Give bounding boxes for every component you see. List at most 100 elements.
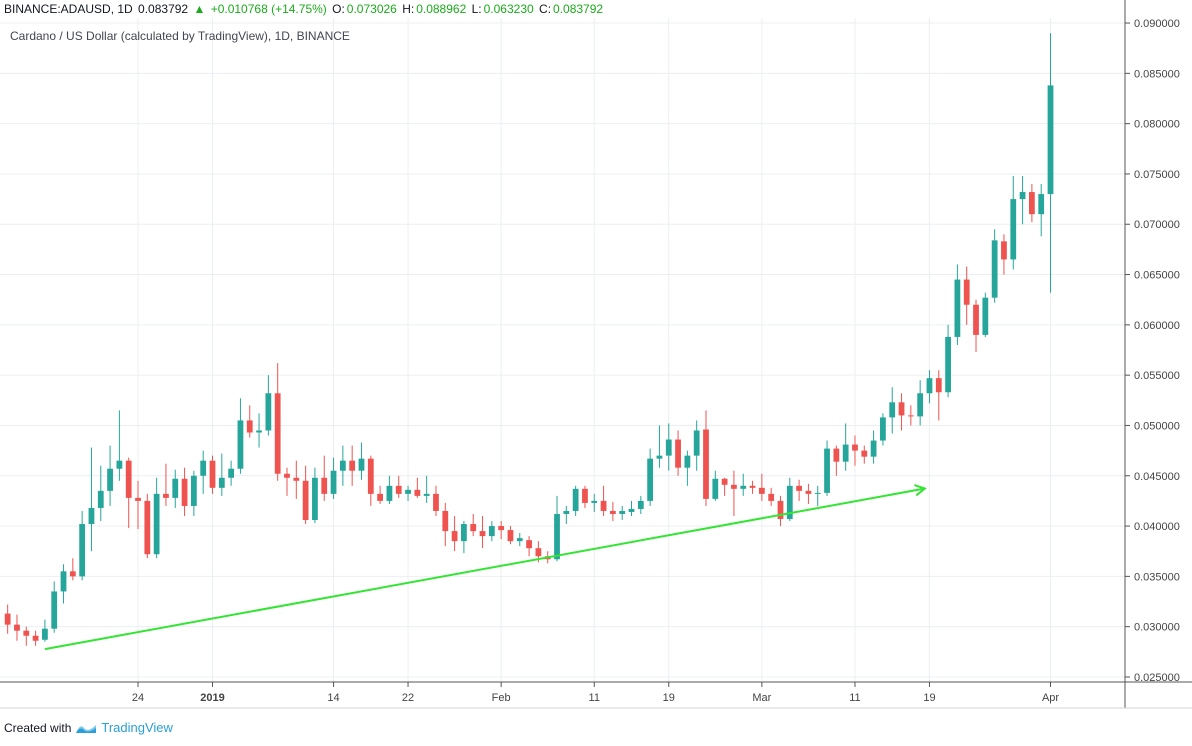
candle-body (256, 430, 262, 433)
candle-body (284, 473, 290, 478)
x-tick-label: Feb (492, 692, 511, 704)
tradingview-logo-icon[interactable] (75, 721, 97, 735)
candle-body (433, 493, 439, 511)
candle-body (898, 402, 905, 416)
candle-body (805, 490, 812, 494)
candle-body (1010, 199, 1017, 260)
candle-body (814, 492, 821, 494)
candle-body (488, 526, 495, 537)
candle-body (740, 485, 747, 489)
y-tick-label: 0.050000 (1134, 420, 1180, 432)
candle-body (218, 477, 225, 488)
close-value: 0.083792 (553, 2, 604, 16)
candle-body (907, 415, 914, 417)
candle-body (880, 417, 886, 441)
candle-body (703, 429, 709, 499)
candle-body (516, 538, 523, 542)
last-price: 0.083792 (138, 2, 189, 16)
candle-body (535, 548, 542, 557)
y-tick-label: 0.070000 (1134, 219, 1180, 231)
candle-body (302, 480, 309, 521)
candle-body (405, 489, 411, 494)
chart-subtitle: Cardano / US Dollar (calculated by Tradi… (10, 29, 350, 43)
candle-body (665, 439, 672, 456)
candle-body (88, 507, 95, 525)
candle-body (1047, 85, 1054, 195)
trendline (44, 487, 925, 651)
candle-body (172, 478, 179, 498)
candle-body (600, 500, 607, 511)
candle-body (945, 336, 951, 393)
candle-body (684, 455, 691, 468)
candle-body (125, 460, 132, 498)
candle-body (656, 455, 663, 459)
candle-body (377, 493, 383, 501)
candle-body (675, 439, 681, 468)
candle-body (451, 531, 458, 542)
candle-body (153, 493, 160, 555)
candle-body (32, 635, 39, 641)
x-tick-label: 11 (849, 692, 860, 704)
candle-body (339, 460, 346, 471)
x-tick-label: 2019 (200, 692, 224, 704)
y-tick-label: 0.035000 (1134, 571, 1180, 583)
y-tick-label: 0.030000 (1134, 622, 1180, 634)
candle-body (917, 393, 924, 417)
candle-body (572, 488, 579, 511)
candle-body (507, 530, 514, 542)
candle-body (926, 378, 933, 394)
candle-body (526, 540, 532, 549)
y-tick-label: 0.060000 (1134, 320, 1180, 332)
tradingview-brand[interactable]: TradingView (101, 720, 173, 735)
candle-body (1029, 192, 1035, 215)
candle-body (367, 458, 374, 494)
candle-body (395, 485, 402, 494)
candle-body (293, 477, 300, 481)
x-tick-label: 24 (132, 692, 144, 704)
y-tick-label: 0.025000 (1134, 672, 1180, 684)
candle-body (1019, 192, 1026, 200)
candlestick-series (4, 33, 1054, 646)
candle-body (991, 240, 998, 298)
high-label: H: (402, 2, 415, 16)
candle-body (42, 628, 48, 640)
candle-body (582, 488, 588, 503)
candle-body (358, 458, 365, 471)
candle-body (312, 477, 318, 521)
candle-body (23, 630, 30, 636)
candle-body (721, 478, 728, 485)
y-tick-label: 0.040000 (1134, 521, 1180, 533)
candle-body (1001, 241, 1007, 260)
candle-body (619, 510, 626, 514)
candle-body (973, 304, 979, 335)
candle-body (693, 430, 700, 456)
created-with-label: Created with (4, 720, 72, 735)
candle-body (889, 402, 896, 418)
candle-body (386, 485, 393, 501)
y-tick-label: 0.075000 (1134, 169, 1180, 181)
candle-body (777, 500, 784, 520)
x-tick-label: 11 (589, 692, 600, 704)
candle-body (786, 485, 793, 520)
candle-body (982, 297, 989, 335)
candle-body (190, 475, 197, 506)
candle-body (107, 468, 113, 491)
y-tick-label: 0.080000 (1134, 119, 1180, 131)
candle-body (200, 460, 207, 476)
candle-body (135, 497, 141, 501)
candle-body (749, 485, 756, 488)
candle-body (69, 571, 76, 577)
y-tick-label: 0.085000 (1134, 68, 1180, 80)
x-tick-label: Mar (752, 692, 771, 704)
candle-body (209, 460, 216, 488)
close-label: C: (539, 2, 552, 16)
candle-body (870, 440, 877, 457)
candle-body (414, 489, 421, 496)
candle-body (144, 500, 151, 555)
y-tick-label: 0.055000 (1134, 370, 1180, 382)
candle-body (461, 524, 467, 542)
candle-body (163, 493, 169, 498)
candle-body (842, 444, 849, 462)
symbol-label[interactable]: BINANCE:ADAUSD, 1D (4, 2, 133, 16)
